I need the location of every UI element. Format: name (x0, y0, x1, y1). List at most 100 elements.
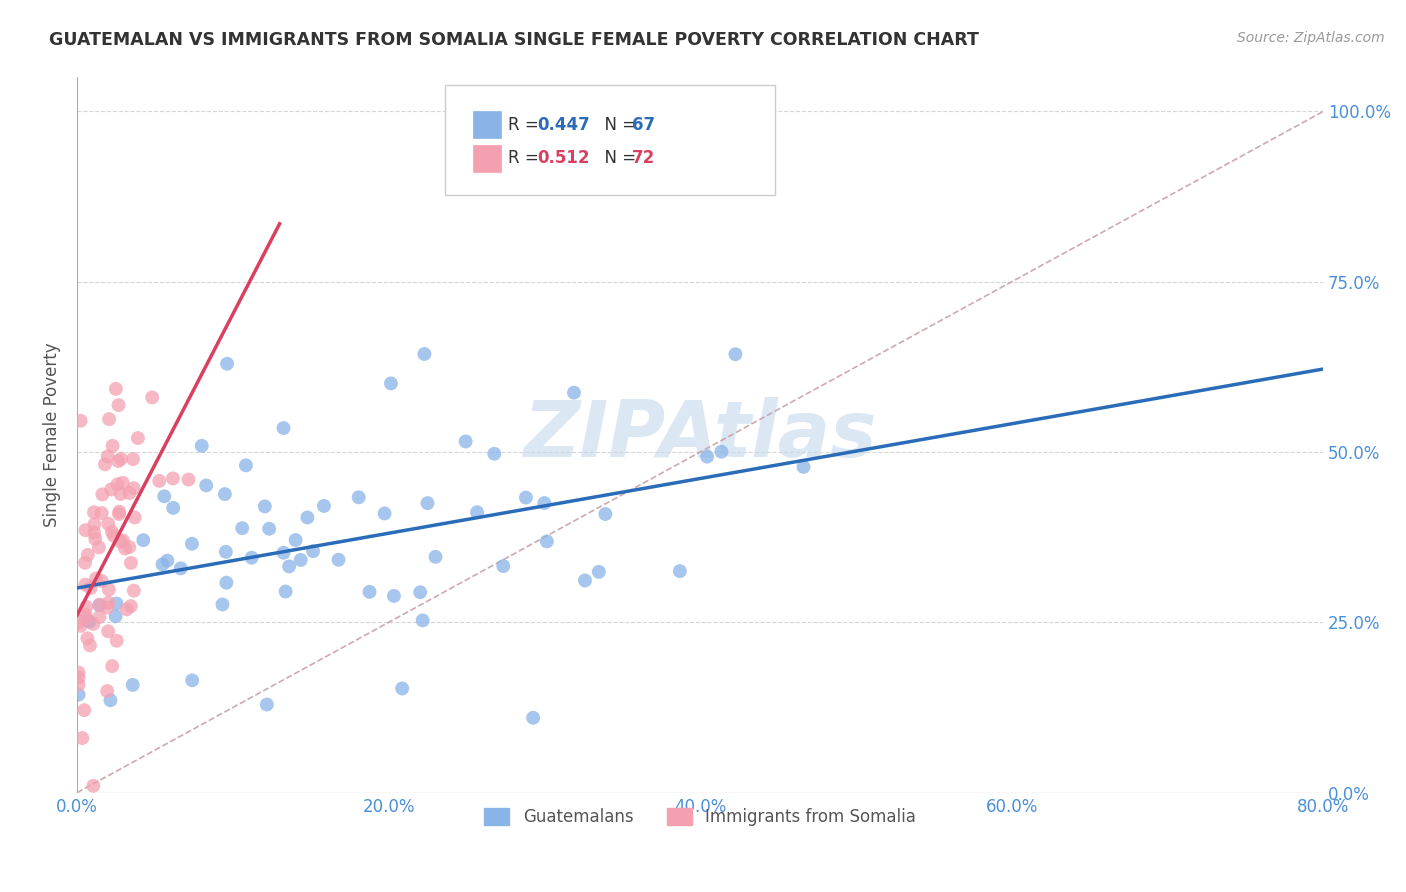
Point (391, 681, 413, 696)
Text: ZIPAtlas: ZIPAtlas (523, 397, 877, 473)
Point (312, 499, 335, 513)
Point (110, 487, 132, 501)
Point (82, 616, 104, 631)
Point (181, 673, 204, 688)
Point (177, 473, 200, 487)
Point (114, 541, 136, 556)
Point (588, 565, 610, 579)
FancyBboxPatch shape (444, 85, 775, 195)
Point (97, 516, 120, 531)
Text: 67: 67 (631, 116, 655, 134)
Point (425, 549, 447, 564)
Point (465, 505, 488, 519)
Point (97, 582, 120, 597)
Point (108, 507, 131, 521)
Point (127, 431, 149, 445)
Point (522, 711, 544, 725)
Point (290, 553, 312, 567)
Point (273, 546, 295, 560)
Point (595, 507, 617, 521)
Point (73, 703, 96, 717)
Point (235, 458, 257, 473)
Point (413, 347, 436, 361)
Point (696, 450, 718, 464)
Point (515, 491, 537, 505)
Text: 72: 72 (631, 149, 655, 168)
Point (79, 639, 101, 653)
Point (380, 376, 402, 391)
Point (105, 477, 128, 491)
Point (101, 659, 124, 673)
Text: R =: R = (508, 149, 544, 168)
Point (77, 614, 100, 628)
Point (115, 602, 138, 616)
Point (536, 534, 558, 549)
Point (101, 524, 124, 539)
Point (111, 475, 134, 490)
Text: N =: N = (595, 116, 641, 134)
Point (710, 444, 733, 458)
Point (97, 624, 120, 639)
Point (257, 522, 280, 536)
Point (67, 665, 90, 680)
Point (170, 561, 193, 575)
Point (122, 452, 145, 467)
Point (69, 414, 91, 428)
Point (122, 583, 145, 598)
Point (105, 633, 128, 648)
Point (374, 507, 396, 521)
Point (82, 779, 104, 793)
Point (122, 481, 145, 495)
Point (215, 575, 238, 590)
Point (484, 447, 506, 461)
Point (98, 412, 121, 426)
Point (75, 607, 97, 622)
Point (274, 584, 297, 599)
Point (96, 684, 118, 698)
Point (359, 585, 381, 599)
Point (76, 632, 98, 646)
Text: 0.512: 0.512 (537, 149, 589, 168)
Point (90, 506, 112, 520)
Point (105, 597, 128, 611)
Point (669, 564, 692, 578)
Point (347, 491, 370, 505)
Point (67, 688, 90, 702)
Point (79, 581, 101, 595)
Point (156, 554, 179, 568)
Point (100, 693, 122, 707)
Point (75, 611, 97, 625)
Point (107, 398, 129, 412)
Point (84, 572, 107, 586)
Point (110, 451, 132, 466)
Point (69, 619, 91, 633)
Point (152, 558, 174, 572)
Text: N =: N = (595, 149, 641, 168)
Y-axis label: Single Female Poverty: Single Female Poverty (44, 343, 60, 527)
Point (110, 534, 132, 549)
Point (104, 382, 127, 396)
Bar (474, 145, 501, 172)
Point (278, 559, 301, 574)
Point (162, 471, 184, 485)
Point (118, 486, 141, 500)
Point (89, 598, 111, 612)
Point (141, 390, 163, 404)
Point (256, 698, 278, 712)
Point (83, 525, 105, 540)
Point (162, 500, 184, 515)
Point (97, 450, 120, 464)
Bar (474, 112, 501, 138)
Point (492, 559, 515, 574)
Point (454, 434, 477, 449)
Point (67, 615, 90, 629)
Point (211, 598, 233, 612)
Point (75, 599, 97, 614)
Point (100, 483, 122, 497)
Point (120, 556, 142, 570)
Point (75, 523, 97, 537)
Point (253, 500, 276, 514)
Point (190, 439, 212, 453)
Point (302, 544, 325, 558)
Point (72, 731, 94, 745)
